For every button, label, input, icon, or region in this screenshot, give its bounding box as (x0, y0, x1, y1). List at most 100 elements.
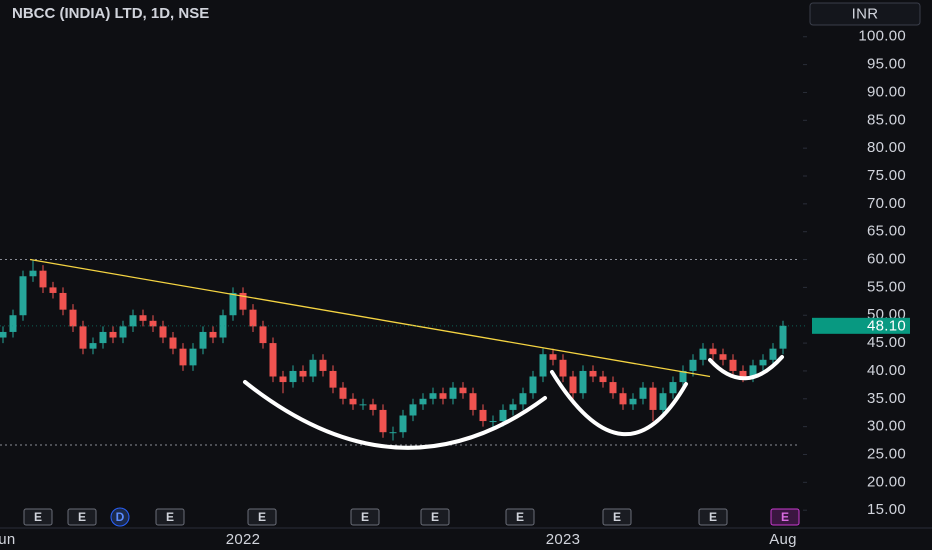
candle (419, 393, 427, 410)
candle-body (219, 315, 227, 338)
y-tick-label: 65.00 (867, 223, 906, 240)
candle (529, 370, 537, 399)
candle-body (549, 354, 557, 360)
candle-body (89, 343, 97, 349)
y-tick-label: 60.00 (867, 251, 906, 268)
candle (679, 365, 687, 388)
earnings-marker (350, 508, 380, 526)
x-tick-label: Jun (0, 531, 16, 548)
candle (159, 320, 167, 344)
currency-button[interactable] (809, 2, 921, 26)
candle (179, 343, 187, 371)
candle-body (349, 398, 357, 405)
trendline (29, 258, 711, 378)
candle-body (309, 359, 317, 377)
currency-label[interactable]: INR (852, 5, 879, 22)
chart-title: NBCC (INDIA) LTD, 1D, NSE (12, 5, 209, 22)
candle (599, 370, 607, 388)
candle-body (359, 404, 367, 406)
candle-body (769, 348, 777, 360)
y-tick-label: 20.00 (867, 473, 906, 490)
candle (189, 343, 197, 371)
candle-body (779, 325, 787, 349)
candle (609, 376, 617, 399)
candle-body (529, 376, 537, 394)
y-tick-label: 70.00 (867, 195, 906, 212)
candle (289, 365, 297, 388)
dividend-marker (110, 507, 130, 527)
candle-body (489, 421, 497, 423)
candle (239, 287, 247, 316)
event-label: E (34, 510, 42, 524)
candle-body (449, 387, 457, 399)
y-tick-label: 25.00 (867, 445, 906, 462)
y-tick-label: 75.00 (867, 167, 906, 184)
candle (469, 387, 477, 416)
candle-body (229, 292, 237, 316)
cup-curve (243, 380, 547, 450)
candle (209, 326, 217, 344)
y-tick-label: 35.00 (867, 390, 906, 407)
candle-body (139, 315, 147, 321)
candle (439, 387, 447, 405)
x-tick-label: 2023 (546, 531, 581, 548)
earnings-marker (505, 508, 535, 526)
event-label: E (361, 510, 369, 524)
candle-body (559, 359, 567, 377)
y-tick-label: 40.00 (867, 362, 906, 379)
earnings-marker (698, 508, 728, 526)
candle-body (59, 292, 67, 310)
candle-body (609, 382, 617, 394)
candle (409, 398, 417, 422)
candle (279, 370, 287, 394)
event-label: E (258, 510, 266, 524)
candle-body (519, 393, 527, 405)
candle (619, 387, 627, 410)
candles (0, 259, 787, 441)
candle-body (199, 331, 207, 349)
candle (699, 343, 707, 366)
candle (139, 309, 147, 327)
candle (539, 348, 547, 383)
candle (719, 348, 727, 366)
candle (149, 315, 157, 332)
candle-body (269, 343, 277, 377)
candle (39, 265, 47, 293)
candle (589, 365, 597, 383)
event-label: D (116, 510, 125, 524)
candle-body (629, 398, 637, 405)
candle (169, 331, 177, 355)
candle (579, 365, 587, 399)
candle (359, 398, 367, 410)
candle-body (179, 348, 187, 366)
x-tick-label: 2022 (226, 531, 261, 548)
event-label: E (166, 510, 174, 524)
candle-body (429, 393, 437, 399)
candle-body (639, 387, 647, 399)
candle (99, 326, 107, 349)
y-tick-label: 90.00 (867, 83, 906, 100)
candle-body (29, 270, 37, 277)
candle-body (509, 404, 517, 410)
y-tick-label: 55.00 (867, 278, 906, 295)
candle-body (479, 409, 487, 422)
candle-body (719, 354, 727, 360)
event-label: E (613, 510, 621, 524)
candle (669, 376, 677, 399)
y-tick-label: 30.00 (867, 418, 906, 435)
candle (119, 320, 127, 344)
candle-body (129, 315, 137, 327)
candle (729, 354, 737, 377)
candle (49, 281, 57, 299)
candle-body (589, 370, 597, 377)
last-price-box (812, 317, 910, 334)
candle-body (149, 320, 157, 327)
candle (459, 382, 467, 399)
candle (329, 365, 337, 394)
candle-body (0, 331, 7, 338)
candle (349, 393, 357, 410)
candle (299, 365, 307, 383)
earnings-marker (602, 508, 632, 526)
candle (769, 343, 777, 366)
